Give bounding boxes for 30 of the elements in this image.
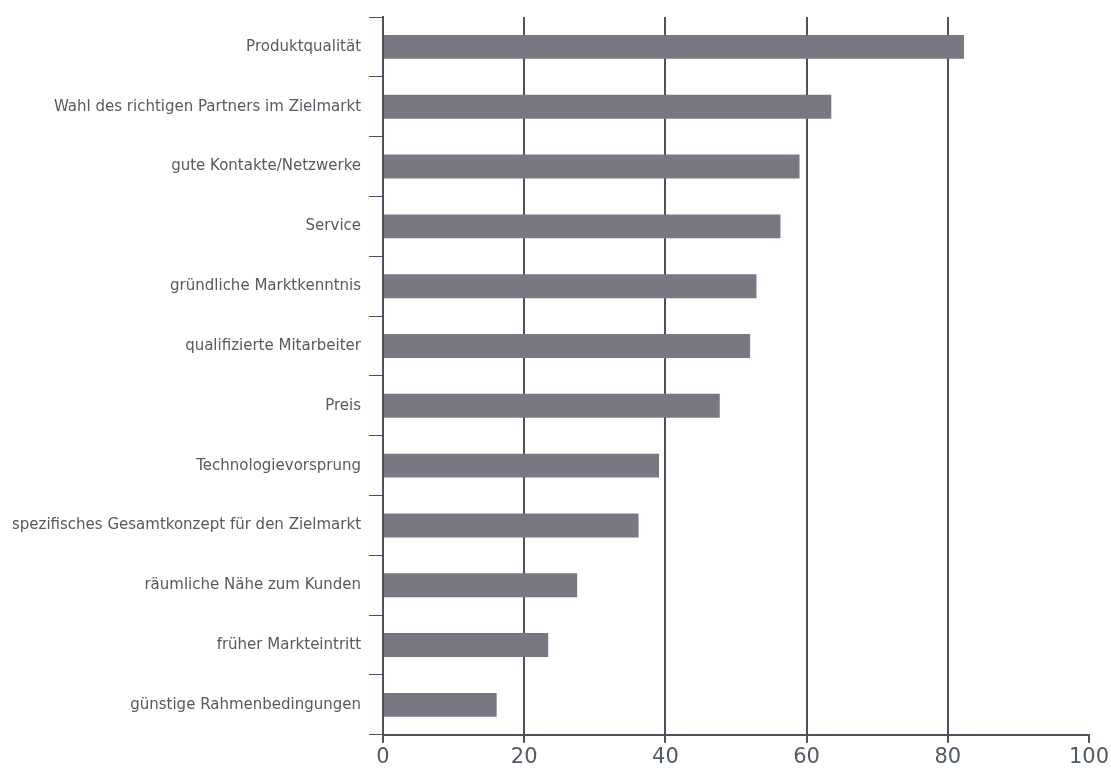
bar bbox=[384, 34, 965, 59]
y-tick-label: Produktqualität bbox=[246, 36, 362, 55]
bar bbox=[384, 154, 800, 179]
bar bbox=[384, 274, 757, 299]
x-tick-label: 20 bbox=[510, 743, 538, 768]
x-tick-label: 60 bbox=[793, 743, 820, 768]
bar bbox=[384, 692, 497, 717]
x-tick-label: 100 bbox=[1068, 743, 1110, 768]
y-tick-label: gründliche Marktkenntnis bbox=[170, 276, 362, 295]
y-tick-label: Preis bbox=[325, 395, 362, 414]
x-tick-label: 80 bbox=[934, 743, 962, 768]
y-tick-label: gute Kontakte/Netzwerke bbox=[171, 156, 362, 175]
x-tick-label: 0 bbox=[376, 743, 390, 768]
y-tick-label: günstige Rahmenbedingungen bbox=[130, 694, 362, 713]
bar bbox=[384, 513, 639, 538]
bar bbox=[384, 453, 660, 478]
y-tick-label: Technologievorsprung bbox=[195, 455, 362, 474]
bar bbox=[384, 393, 720, 418]
bar bbox=[384, 94, 832, 119]
bar bbox=[384, 633, 549, 658]
y-tick-label: Wahl des richtigen Partners im Zielmarkt bbox=[53, 96, 362, 115]
x-tick-label: 40 bbox=[652, 743, 679, 768]
bar bbox=[384, 573, 578, 598]
y-tick-label: früher Markteintritt bbox=[216, 634, 362, 653]
bar bbox=[384, 214, 781, 239]
y-tick-label: Service bbox=[305, 216, 362, 235]
y-tick-label: räumliche Nähe zum Kunden bbox=[144, 575, 362, 594]
y-tick-label: qualifizierte Mitarbeiter bbox=[185, 335, 362, 354]
y-tick-label: spezifisches Gesamtkonzept für den Zielmarkt bbox=[11, 515, 362, 534]
bar bbox=[384, 334, 751, 358]
